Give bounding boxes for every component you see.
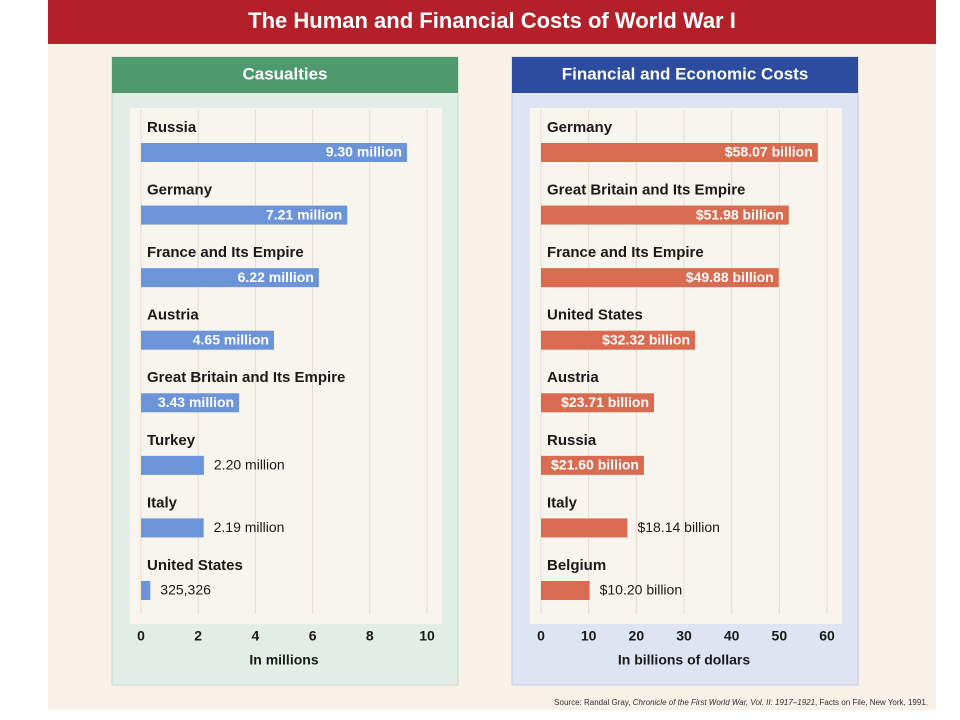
panel-header (512, 57, 858, 93)
category-label: Italy (547, 494, 578, 511)
category-label: Italy (147, 494, 178, 511)
category-label: Austria (147, 307, 199, 324)
chart-title: Casualties (242, 64, 327, 83)
x-tick-label: 20 (629, 628, 645, 644)
category-label: Russia (547, 432, 597, 449)
panel-header (112, 57, 458, 93)
x-tick-label: 0 (537, 628, 545, 644)
chart-title: Financial and Economic Costs (562, 64, 809, 83)
value-label: 9.30 million (326, 144, 402, 160)
bar (541, 393, 655, 413)
x-tick-label: 10 (581, 628, 597, 644)
bar (141, 330, 274, 350)
bar (541, 518, 628, 538)
x-tick-label: 50 (772, 628, 788, 644)
category-label: Turkey (147, 432, 196, 449)
category-label: France and Its Empire (547, 244, 704, 261)
bar (141, 393, 240, 413)
x-tick-label: 10 (419, 628, 435, 644)
plot-area (130, 108, 442, 624)
bar (141, 455, 204, 475)
x-tick-label: 8 (366, 628, 374, 644)
source: Source: Randal Gray, Chronicle of the Fi… (554, 698, 928, 707)
value-label: 7.21 million (266, 206, 342, 222)
category-label: Germany (547, 119, 613, 136)
x-tick-label: 30 (676, 628, 692, 644)
x-tick-label: 4 (252, 628, 260, 644)
x-tick-label: 40 (724, 628, 740, 644)
main-title: The Human and Financial Costs of World W… (248, 8, 736, 33)
bar (141, 143, 407, 162)
value-label: 2.20 million (214, 457, 285, 473)
category-label: Germany (147, 182, 213, 199)
category-label: Belgium (547, 557, 606, 574)
x-tick-label: 2 (194, 628, 202, 644)
value-label: $10.20 billion (600, 582, 683, 598)
category-label: Great Britain and Its Empire (547, 182, 745, 199)
value-label: $51.98 billion (696, 206, 784, 222)
category-label: United States (147, 557, 243, 574)
bar (541, 268, 779, 288)
value-label: 325,326 (160, 582, 211, 598)
source-work: Chronicle of the First World War, Vol. I… (633, 698, 815, 707)
category-label: France and Its Empire (147, 244, 304, 261)
bar (141, 580, 151, 600)
x-axis-label: In billions of dollars (618, 652, 750, 668)
bar (141, 268, 319, 288)
title-bar (48, 0, 936, 44)
value-label: $23.71 billion (561, 394, 649, 410)
x-tick-label: 0 (137, 628, 145, 644)
bar (541, 205, 789, 225)
value-label: $18.14 billion (637, 519, 720, 535)
value-label: 3.43 million (158, 394, 234, 410)
value-label: 4.65 million (193, 331, 269, 347)
category-label: Great Britain and Its Empire (147, 369, 345, 386)
bar (541, 455, 644, 475)
bar (541, 580, 590, 600)
category-label: Russia (147, 119, 197, 136)
value-label: $32.32 billion (602, 331, 690, 347)
bar (541, 143, 818, 162)
x-tick-label: 60 (819, 628, 835, 644)
value-label: $21.60 billion (551, 457, 639, 473)
plot-area (530, 108, 842, 624)
bar (541, 330, 696, 350)
category-label: United States (547, 307, 643, 324)
source-prefix: Source: Randal Gray, (554, 698, 633, 707)
category-label: Austria (547, 369, 599, 386)
bar (141, 518, 204, 538)
value-label: $49.88 billion (686, 269, 774, 285)
value-label: 2.19 million (214, 519, 285, 535)
bar (141, 205, 348, 225)
value-label: $58.07 billion (725, 144, 813, 160)
x-axis-label: In millions (249, 652, 318, 668)
x-tick-label: 6 (309, 628, 317, 644)
value-label: 6.22 million (238, 269, 314, 285)
source-suffix: , Facts on File, New York, 1991. (815, 698, 928, 707)
